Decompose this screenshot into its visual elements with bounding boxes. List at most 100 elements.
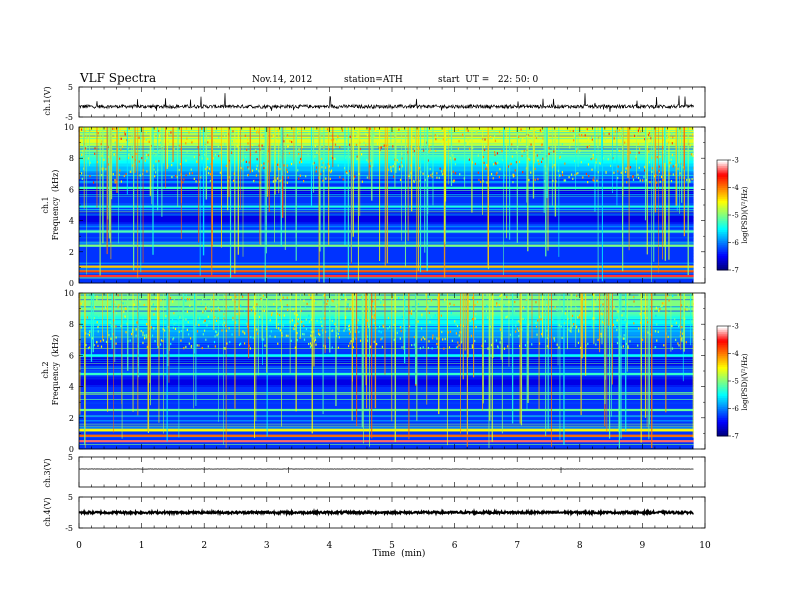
- spectrum-speck: [146, 170, 148, 173]
- spectrum-speck: [522, 317, 524, 320]
- spectrum-speck: [524, 344, 526, 347]
- colorbar-cell: [717, 176, 728, 179]
- spectrum-speck: [422, 172, 424, 175]
- spectrum-speck: [321, 132, 323, 135]
- spectrum-speck: [106, 297, 108, 300]
- spectrum-speck: [158, 160, 160, 163]
- spectrum-speck: [264, 304, 266, 307]
- spectrum-speck: [286, 170, 289, 174]
- spectrum-speck: [417, 302, 420, 306]
- spectrum-speck: [561, 174, 564, 177]
- spectrum-speck: [523, 306, 525, 309]
- x-tick-label: 1: [139, 541, 145, 551]
- spectrum-speck: [599, 161, 601, 165]
- spectrum-speck: [472, 296, 474, 300]
- spectrum-speck: [453, 157, 455, 160]
- spectrum-speck: [120, 148, 122, 151]
- spectrum-speck: [303, 324, 305, 328]
- spectrum-speck: [236, 144, 238, 148]
- colorbar-cell: [717, 167, 728, 170]
- spectrum-speck: [521, 154, 523, 158]
- spectrum-speck: [342, 178, 344, 181]
- spectrum-speck: [200, 176, 202, 179]
- spectrum-speck: [427, 305, 429, 309]
- spectrum-speck: [577, 328, 580, 331]
- spectrum-speck: [188, 298, 191, 301]
- spectrum-speck: [624, 301, 626, 304]
- spectrum-speck: [436, 134, 438, 137]
- spectrum-row: [79, 148, 694, 152]
- spectrum-speck: [458, 334, 460, 337]
- spectrum-speck: [248, 161, 250, 164]
- spectrum-speck: [374, 127, 376, 130]
- spectrum-speck: [576, 294, 578, 297]
- spectrum-speck: [131, 330, 134, 334]
- spectrum-speck: [536, 135, 538, 138]
- spectrum-speck: [476, 300, 479, 304]
- spectrum-speck: [291, 140, 293, 144]
- spectrum-speck: [586, 128, 588, 131]
- spectrum-speck: [594, 317, 596, 320]
- spectrum-row: [79, 347, 694, 351]
- spectrum-speck: [442, 338, 444, 341]
- spectrum-speck: [173, 299, 175, 302]
- spectrum-speck: [226, 342, 228, 345]
- colorbar-cell: [717, 395, 728, 398]
- spectrum-speck: [522, 138, 524, 141]
- spectrum-speck: [338, 336, 340, 339]
- spectrum-speck: [101, 154, 103, 157]
- spectrum-speck: [633, 300, 635, 303]
- spectrum-speck: [537, 178, 539, 181]
- spectrum-speck: [623, 337, 626, 340]
- spectrum-speck: [112, 310, 114, 313]
- spectrum-speck: [339, 297, 341, 301]
- spectrum-speck: [347, 328, 349, 331]
- spectrum-speck: [622, 337, 624, 340]
- spectrum-speck: [196, 160, 198, 163]
- spectrum-speck: [323, 317, 325, 320]
- spectrum-speck: [175, 174, 177, 178]
- spectrum-speck: [349, 342, 351, 345]
- spectrum-speck: [671, 132, 673, 135]
- spectrum-speck: [173, 148, 175, 151]
- spectrum-speck: [613, 171, 615, 174]
- colorbar-cell: [717, 218, 728, 221]
- spectrum-speck: [470, 322, 472, 326]
- spectrum-speck: [471, 344, 473, 347]
- spectrum-row: [79, 154, 694, 158]
- spectrum-speck: [306, 302, 308, 306]
- spectrum-speck: [247, 166, 249, 169]
- spectrum-speck: [672, 136, 674, 139]
- spectrum-speck: [383, 144, 385, 147]
- colorbar-cell: [717, 180, 728, 183]
- spectrum-row: [79, 329, 694, 333]
- spectrum-speck: [448, 346, 451, 349]
- spectrum-speck: [398, 160, 400, 164]
- spectrum-speck: [475, 129, 477, 132]
- spectrum-speck: [179, 162, 181, 166]
- spectrum-speck: [190, 346, 192, 349]
- spectrum-speck: [380, 146, 382, 149]
- spectrum-speck: [499, 295, 501, 298]
- spectrum-speck: [552, 179, 554, 182]
- colorbar-tick-label: -7: [732, 433, 739, 441]
- spectrum-speck: [654, 345, 657, 349]
- spectrum-speck: [587, 181, 589, 184]
- spectrum-speck: [625, 326, 628, 329]
- spectrum-speck: [79, 129, 81, 132]
- spectrum-speck: [356, 326, 359, 329]
- spectrum-speck: [281, 306, 283, 309]
- spectrum-speck: [349, 156, 351, 159]
- spectrum-speck: [252, 306, 254, 309]
- no-data-region: [693, 127, 705, 283]
- spectrum-speck: [490, 343, 493, 347]
- spectrum-speck: [431, 347, 433, 350]
- spectrum-speck: [435, 149, 437, 152]
- colorbar-cell: [717, 368, 728, 371]
- spectrum-speck: [96, 321, 98, 324]
- colorbar-cell: [717, 207, 728, 210]
- spectrum-speck: [270, 322, 273, 325]
- spectrum-speck: [82, 149, 84, 152]
- spectrum-speck: [576, 325, 578, 328]
- spectrum-speck: [373, 340, 375, 343]
